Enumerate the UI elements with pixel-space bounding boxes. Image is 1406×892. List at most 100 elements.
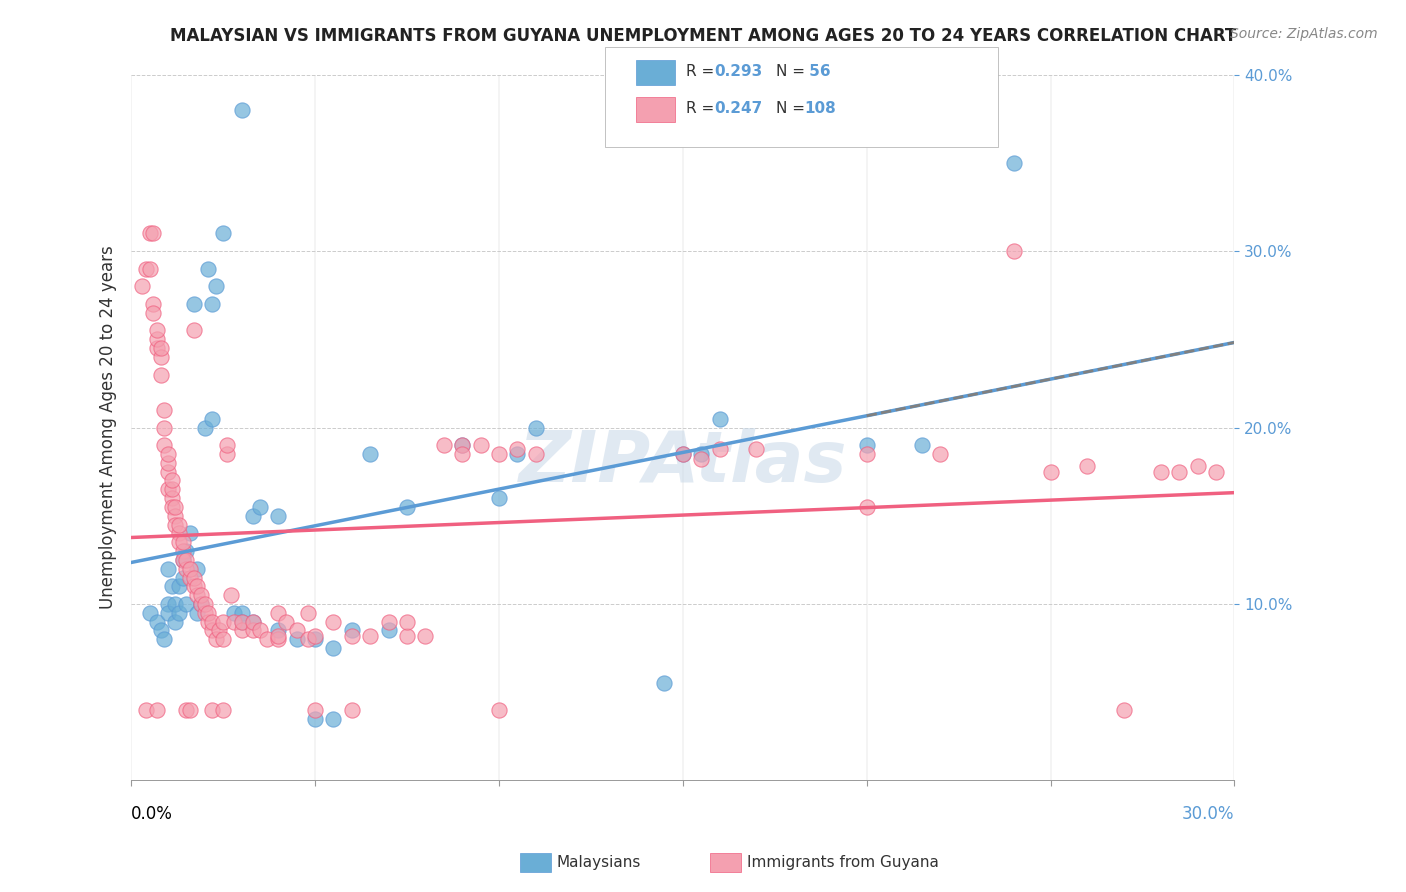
Point	[153, 402, 176, 417]
Point	[146, 341, 169, 355]
Text: N =: N =	[776, 102, 810, 116]
Point	[186, 579, 208, 593]
Point	[179, 703, 201, 717]
Point	[186, 562, 208, 576]
Point	[297, 606, 319, 620]
Point	[395, 500, 418, 514]
Point	[149, 368, 172, 382]
Point	[160, 500, 183, 514]
Point	[157, 597, 180, 611]
Point	[488, 703, 510, 717]
Point	[242, 624, 264, 638]
Point	[231, 615, 253, 629]
Point	[285, 632, 308, 647]
Point	[157, 483, 180, 497]
Point	[451, 438, 474, 452]
Point	[176, 703, 198, 717]
Point	[176, 562, 198, 576]
Point	[197, 606, 219, 620]
Text: MALAYSIAN VS IMMIGRANTS FROM GUYANA UNEMPLOYMENT AMONG AGES 20 TO 24 YEARS CORRE: MALAYSIAN VS IMMIGRANTS FROM GUYANA UNEM…	[170, 27, 1236, 45]
Point	[194, 420, 217, 434]
Point	[157, 465, 180, 479]
Point	[1187, 459, 1209, 474]
Point	[690, 447, 713, 461]
Point	[157, 447, 180, 461]
Point	[167, 606, 190, 620]
Point	[1168, 465, 1191, 479]
Point	[167, 517, 190, 532]
Point	[304, 712, 326, 726]
Point	[672, 447, 695, 461]
Point	[231, 103, 253, 117]
Point	[197, 261, 219, 276]
Point	[167, 535, 190, 549]
Point	[201, 411, 224, 425]
Point	[231, 606, 253, 620]
Point	[524, 420, 547, 434]
Point	[451, 447, 474, 461]
Point	[524, 447, 547, 461]
Point	[153, 438, 176, 452]
Point	[142, 306, 165, 320]
Point	[224, 606, 246, 620]
Point	[1002, 244, 1025, 258]
Point	[183, 297, 205, 311]
Point	[190, 597, 212, 611]
Point	[142, 297, 165, 311]
Point	[149, 624, 172, 638]
Point	[304, 703, 326, 717]
Point	[165, 615, 187, 629]
Point	[242, 615, 264, 629]
Point	[204, 279, 226, 293]
Point	[395, 615, 418, 629]
Point	[322, 615, 344, 629]
Point	[224, 615, 246, 629]
Point	[176, 544, 198, 558]
Text: 30.0%: 30.0%	[1182, 805, 1234, 823]
Text: R =: R =	[686, 64, 720, 78]
Point	[340, 624, 363, 638]
Point	[165, 517, 187, 532]
Point	[146, 332, 169, 346]
Point	[157, 456, 180, 470]
Point	[855, 500, 877, 514]
Point	[256, 632, 278, 647]
Point	[267, 508, 290, 523]
Point	[855, 447, 877, 461]
Point	[672, 447, 695, 461]
Point	[160, 483, 183, 497]
Point	[304, 629, 326, 643]
Point	[322, 712, 344, 726]
Point	[377, 615, 399, 629]
Point	[146, 703, 169, 717]
Point	[1076, 459, 1098, 474]
Y-axis label: Unemployment Among Ages 20 to 24 years: Unemployment Among Ages 20 to 24 years	[100, 245, 117, 609]
Point	[506, 447, 529, 461]
Point	[709, 411, 731, 425]
Point	[359, 447, 381, 461]
Point	[911, 438, 934, 452]
Point	[215, 447, 238, 461]
Point	[153, 632, 176, 647]
Point	[1150, 465, 1173, 479]
Point	[176, 597, 198, 611]
Point	[1205, 465, 1227, 479]
Point	[201, 703, 224, 717]
Point	[138, 261, 160, 276]
Point	[165, 508, 187, 523]
Point	[415, 629, 437, 643]
Point	[231, 615, 253, 629]
Point	[267, 606, 290, 620]
Point	[451, 438, 474, 452]
Point	[194, 597, 217, 611]
Point	[201, 624, 224, 638]
Point	[160, 491, 183, 505]
Point	[167, 526, 190, 541]
Point	[212, 632, 235, 647]
Point	[470, 438, 492, 452]
Point	[322, 641, 344, 656]
Point	[359, 629, 381, 643]
Point	[190, 588, 212, 602]
Point	[190, 597, 212, 611]
Point	[249, 624, 271, 638]
